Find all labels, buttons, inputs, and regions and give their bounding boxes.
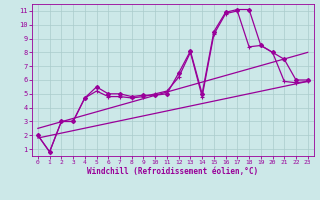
X-axis label: Windchill (Refroidissement éolien,°C): Windchill (Refroidissement éolien,°C) (87, 167, 258, 176)
